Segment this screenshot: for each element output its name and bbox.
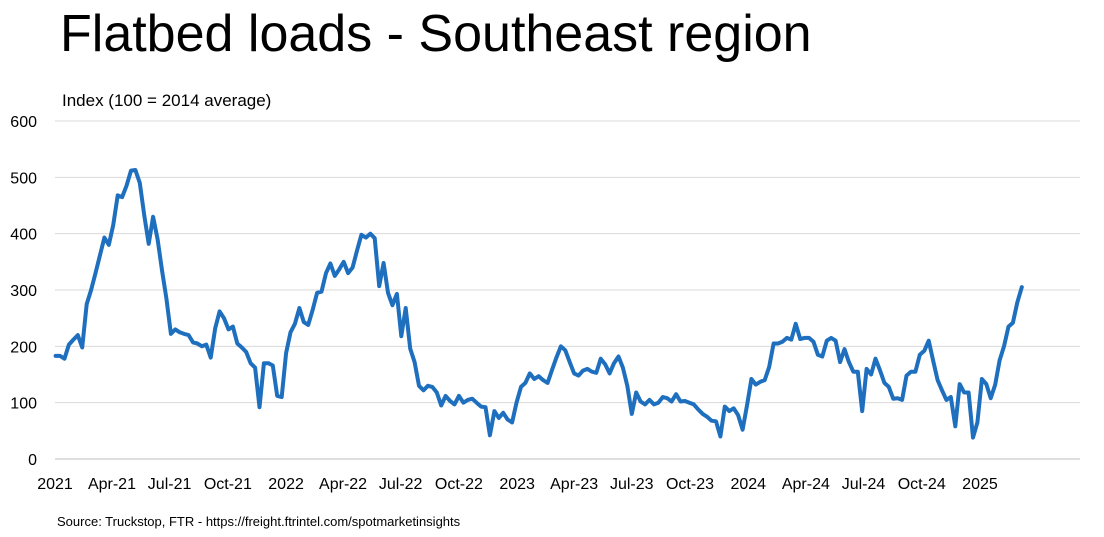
x-tick-label: Jul-22: [379, 476, 423, 493]
x-tick-label: Apr-24: [782, 476, 830, 493]
x-tick-label: Jul-21: [148, 476, 192, 493]
x-tick-label: Apr-22: [319, 476, 367, 493]
y-tick-label: 0: [28, 452, 37, 469]
y-tick-label: 400: [10, 227, 37, 244]
y-tick-label: 500: [10, 170, 37, 187]
y-tick-label: 100: [10, 396, 37, 413]
x-tick-label: Apr-23: [550, 476, 598, 493]
x-axis-ticks: 2021 Apr-21 Jul-21 Oct-21 2022 Apr-22 Jul-22 Oc…: [37, 476, 998, 493]
chart-title: Flatbed loads - Southeast region: [60, 5, 812, 63]
x-tick-label: Jul-23: [610, 476, 654, 493]
series-layer: [53, 168, 1024, 440]
x-tick-label: 2023: [499, 476, 535, 493]
x-tick-label: 2021: [37, 476, 73, 493]
x-tick-label: Jul-24: [842, 476, 886, 493]
y-axis-label: Index (100 = 2014 average): [62, 91, 272, 110]
y-tick-label: 300: [10, 283, 37, 300]
y-tick-label: 600: [10, 114, 37, 131]
source-note: Source: Truckstop, FTR - https://freight…: [57, 514, 461, 529]
gridlines: [55, 120, 1080, 460]
x-tick-label: 2022: [268, 476, 304, 493]
y-tick-label: 200: [10, 339, 37, 356]
series-line-0: [53, 168, 1024, 440]
x-tick-label: Oct-23: [666, 476, 714, 493]
y-axis-ticks: 0 100 200 300 400 500 600: [10, 114, 37, 469]
x-tick-label: Oct-22: [435, 476, 483, 493]
x-tick-label: Oct-24: [898, 476, 946, 493]
x-tick-label: 2024: [730, 476, 766, 493]
x-tick-label: Oct-21: [204, 476, 252, 493]
x-tick-label: Apr-21: [88, 476, 136, 493]
x-tick-label: 2025: [962, 476, 998, 493]
